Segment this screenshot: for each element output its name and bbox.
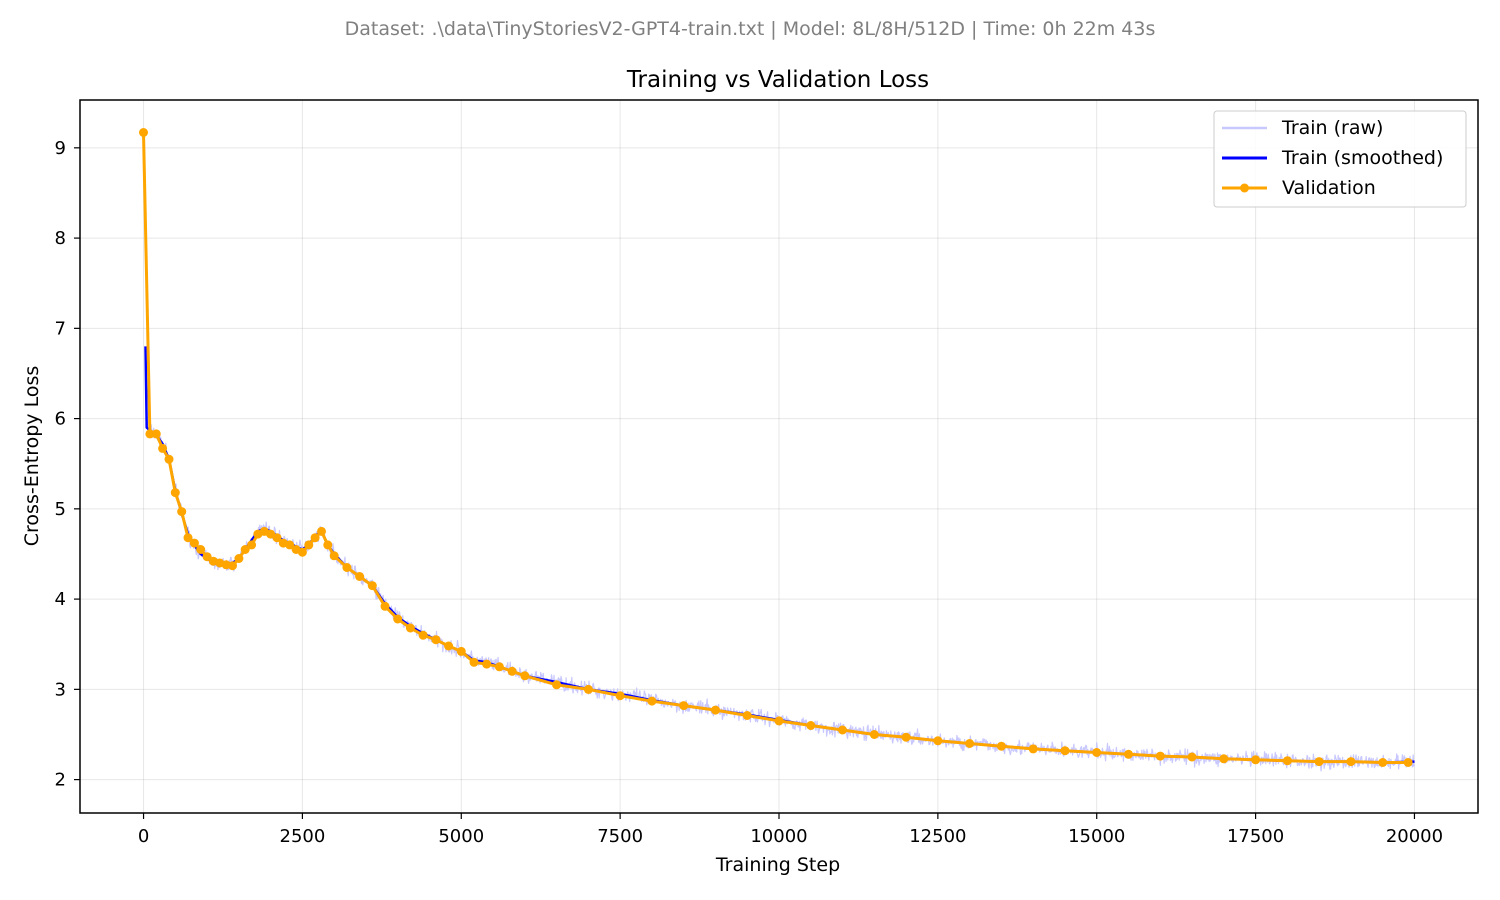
validation-point xyxy=(965,739,975,748)
validation-point xyxy=(380,601,390,611)
validation-point xyxy=(838,725,847,735)
validation-point xyxy=(393,614,403,624)
x-axis-ticks: 0 2500 5000 7500 10000 12500 15000 17500 20000 xyxy=(138,813,1443,847)
validation-point xyxy=(1092,748,1102,757)
chart-suptitle: Dataset: .\data\TinyStoriesV2-GPT4-train… xyxy=(345,18,1156,40)
validation-point xyxy=(164,454,174,464)
legend-label-train-raw: Train (raw) xyxy=(1281,117,1383,139)
validation-point xyxy=(901,732,911,742)
validation-point xyxy=(367,581,377,591)
validation-point xyxy=(189,538,199,548)
validation-point xyxy=(444,641,454,651)
validation-point xyxy=(196,545,206,554)
x-tick-label: 15000 xyxy=(1068,826,1125,847)
x-tick-label: 0 xyxy=(138,826,149,847)
validation-point xyxy=(869,730,879,739)
validation-point xyxy=(583,684,593,694)
validation-point xyxy=(1060,746,1070,756)
y-tick-label: 9 xyxy=(55,138,66,159)
validation-point xyxy=(806,721,816,730)
validation-point xyxy=(679,701,689,711)
y-axis-ticks: 2 3 4 5 6 7 8 9 xyxy=(55,138,80,791)
validation-point xyxy=(711,705,720,715)
validation-point xyxy=(494,662,504,672)
validation-point xyxy=(1251,755,1261,765)
validation-point xyxy=(482,659,492,669)
validation-point xyxy=(742,711,752,720)
validation-point xyxy=(272,533,282,543)
x-tick-label: 7500 xyxy=(597,826,643,847)
x-tick-label: 2500 xyxy=(280,826,326,847)
legend-label-train-smoothed: Train (smoothed) xyxy=(1281,147,1443,169)
y-tick-label: 5 xyxy=(55,499,66,520)
validation-point xyxy=(139,128,148,137)
validation-point xyxy=(183,533,193,543)
validation-point xyxy=(329,551,339,561)
validation-point xyxy=(1155,751,1165,761)
legend-label-validation: Validation xyxy=(1282,177,1376,199)
validation-line xyxy=(142,132,1409,764)
validation-point xyxy=(1219,754,1229,764)
y-tick-label: 4 xyxy=(55,589,66,610)
validation-point xyxy=(1124,749,1133,759)
x-tick-label: 5000 xyxy=(438,826,484,847)
validation-point xyxy=(170,488,180,498)
validation-point xyxy=(1282,756,1292,766)
validation-point xyxy=(158,443,168,453)
validation-point xyxy=(456,646,466,656)
validation-series xyxy=(139,128,1413,767)
legend-marker-validation xyxy=(1240,183,1249,193)
x-tick-label: 12500 xyxy=(909,826,966,847)
validation-point xyxy=(418,630,428,640)
validation-point xyxy=(647,696,657,706)
validation-point xyxy=(202,552,212,562)
validation-point xyxy=(469,657,479,667)
validation-point xyxy=(520,671,530,681)
validation-point xyxy=(1314,757,1324,767)
validation-point xyxy=(310,533,320,543)
validation-point xyxy=(285,540,295,550)
validation-point xyxy=(317,526,326,536)
validation-point xyxy=(234,554,244,563)
validation-point xyxy=(774,716,784,726)
validation-point xyxy=(1378,758,1388,767)
y-tick-label: 3 xyxy=(55,679,66,700)
validation-point xyxy=(507,666,517,676)
y-tick-label: 6 xyxy=(55,409,66,430)
validation-point xyxy=(151,429,161,439)
validation-point xyxy=(228,561,237,571)
validation-point xyxy=(297,547,307,557)
validation-point xyxy=(247,540,257,550)
validation-point xyxy=(615,691,625,701)
validation-point xyxy=(1187,752,1197,762)
grid xyxy=(80,100,1478,813)
x-axis-label: Training Step xyxy=(715,854,840,876)
validation-point xyxy=(177,507,187,517)
validation-point xyxy=(342,563,352,572)
validation-point xyxy=(240,545,250,554)
x-tick-label: 17500 xyxy=(1227,826,1284,847)
validation-point xyxy=(355,572,365,581)
validation-point xyxy=(1403,758,1413,767)
y-tick-label: 7 xyxy=(55,318,66,339)
legend: Train (raw) Train (smoothed) Validation xyxy=(1213,110,1467,208)
y-axis-label: Cross-Entropy Loss xyxy=(21,366,43,546)
chart-title: Training vs Validation Loss xyxy=(626,67,929,93)
legend-box xyxy=(1213,110,1467,208)
y-tick-label: 8 xyxy=(55,228,66,249)
validation-point xyxy=(552,680,562,690)
validation-point xyxy=(933,736,943,746)
x-tick-label: 10000 xyxy=(750,826,807,847)
x-tick-label: 20000 xyxy=(1386,826,1443,847)
validation-point xyxy=(996,741,1006,751)
validation-point xyxy=(405,623,415,633)
y-tick-label: 2 xyxy=(55,770,66,791)
validation-point xyxy=(145,429,155,439)
validation-point xyxy=(323,540,333,550)
validation-point xyxy=(1028,744,1038,754)
validation-point xyxy=(431,635,441,645)
validation-point xyxy=(304,540,314,550)
validation-point xyxy=(1346,757,1356,767)
